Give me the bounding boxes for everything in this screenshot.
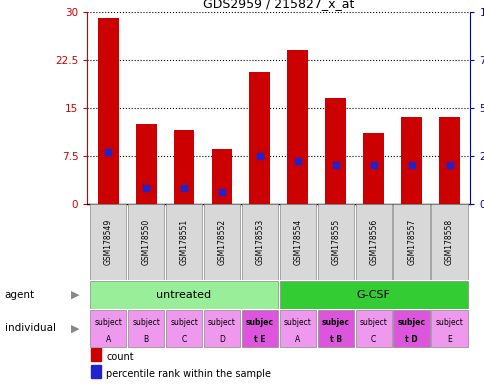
Bar <box>400 117 421 204</box>
Bar <box>325 98 346 204</box>
Bar <box>90 310 126 347</box>
Bar <box>241 204 277 280</box>
Text: subject: subject <box>132 318 160 327</box>
Text: subjec: subjec <box>245 318 273 327</box>
Bar <box>128 310 164 347</box>
Text: GSM178556: GSM178556 <box>368 219 378 265</box>
Text: GSM178554: GSM178554 <box>293 219 302 265</box>
Bar <box>241 310 277 347</box>
Bar <box>363 133 383 204</box>
Text: GSM178551: GSM178551 <box>179 219 188 265</box>
Bar <box>279 281 467 309</box>
Text: C: C <box>370 334 376 344</box>
Text: subject: subject <box>283 318 311 327</box>
Bar <box>393 204 429 280</box>
Text: count: count <box>106 352 134 362</box>
Bar <box>355 204 391 280</box>
Text: C: C <box>181 334 186 344</box>
Text: subject: subject <box>359 318 387 327</box>
Bar <box>90 204 126 280</box>
Text: B: B <box>143 334 149 344</box>
Bar <box>317 310 353 347</box>
Bar <box>279 204 316 280</box>
Text: subjec: subjec <box>397 318 425 327</box>
Bar <box>393 310 429 347</box>
Text: t D: t D <box>405 334 417 344</box>
Text: A: A <box>106 334 110 344</box>
Text: GSM178549: GSM178549 <box>104 219 112 265</box>
Text: individual: individual <box>5 323 56 333</box>
Bar <box>279 310 316 347</box>
Text: ▶: ▶ <box>71 323 79 333</box>
Text: GSM178553: GSM178553 <box>255 219 264 265</box>
Text: t E: t E <box>254 334 265 344</box>
Bar <box>91 365 101 378</box>
Text: A: A <box>295 334 300 344</box>
Text: t B: t B <box>329 334 341 344</box>
Text: ▶: ▶ <box>71 290 79 300</box>
Bar <box>128 204 164 280</box>
Bar <box>287 50 308 204</box>
Text: GSM178552: GSM178552 <box>217 219 226 265</box>
Title: GDS2959 / 215827_x_at: GDS2959 / 215827_x_at <box>203 0 354 10</box>
Text: GSM178558: GSM178558 <box>444 219 453 265</box>
Text: agent: agent <box>5 290 35 300</box>
Bar <box>317 204 353 280</box>
Bar <box>430 310 467 347</box>
Bar <box>90 281 277 309</box>
Bar <box>91 348 101 361</box>
Bar <box>136 124 156 204</box>
Text: G-CSF: G-CSF <box>356 290 390 300</box>
Bar <box>211 149 232 204</box>
Bar <box>355 310 391 347</box>
Bar <box>173 130 194 204</box>
Bar <box>203 310 240 347</box>
Bar <box>166 310 202 347</box>
Text: E: E <box>446 334 451 344</box>
Bar <box>430 204 467 280</box>
Text: subject: subject <box>208 318 235 327</box>
Bar <box>98 18 119 204</box>
Bar <box>166 204 202 280</box>
Text: subject: subject <box>170 318 197 327</box>
Text: GSM178555: GSM178555 <box>331 219 340 265</box>
Text: subject: subject <box>435 318 463 327</box>
Text: GSM178557: GSM178557 <box>406 219 415 265</box>
Text: subjec: subjec <box>321 318 349 327</box>
Text: GSM178550: GSM178550 <box>141 219 151 265</box>
Bar <box>249 72 270 204</box>
Text: untreated: untreated <box>156 290 211 300</box>
Bar <box>203 204 240 280</box>
Text: percentile rank within the sample: percentile rank within the sample <box>106 369 271 379</box>
Text: subject: subject <box>94 318 122 327</box>
Text: D: D <box>219 334 225 344</box>
Bar <box>438 117 459 204</box>
